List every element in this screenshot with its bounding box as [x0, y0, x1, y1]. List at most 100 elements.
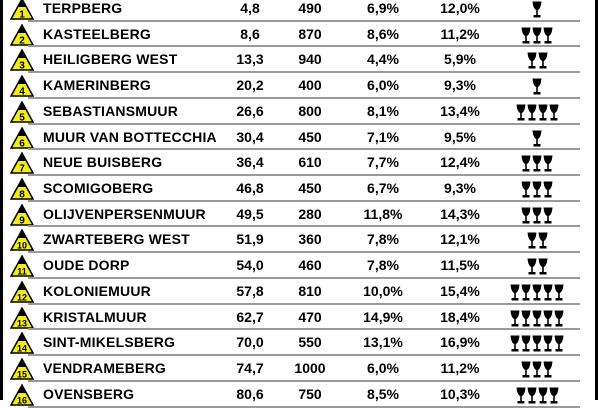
row-divider: [28, 405, 580, 408]
table-row: 7 NEUE BUISBERG 36,4 610 7,7% 12,4%: [0, 150, 600, 177]
climb-max-gradient: 14,3%: [440, 205, 480, 222]
difficulty-rating: [487, 387, 587, 405]
climb-length: 490: [298, 0, 322, 16]
climb-name: KASTEELBERG: [43, 25, 151, 42]
wine-glass-icon: [532, 310, 542, 328]
wine-glass-icon: [532, 181, 542, 199]
mountain-triangle-icon: 11: [10, 255, 34, 277]
right-border: [595, 0, 598, 400]
climb-avg-gradient: 7,1%: [367, 128, 399, 145]
climb-number: 10: [17, 241, 27, 251]
wine-glass-icon: [549, 104, 559, 122]
table-row: 3 HEILIGBERG WEST 13,3 940 4,4% 5,9%: [0, 47, 600, 74]
wine-glass-icon: [543, 335, 553, 353]
climb-length: 800: [298, 102, 322, 119]
mountain-triangle-icon: 10: [10, 229, 34, 252]
row-divider: [28, 122, 580, 125]
left-border: [0, 0, 3, 400]
difficulty-rating: [487, 104, 587, 122]
climb-number: 15: [17, 370, 27, 380]
climb-avg-gradient: 7,8%: [367, 257, 399, 274]
climb-max-gradient: 9,3%: [444, 77, 476, 94]
climb-avg-gradient: 8,5%: [367, 385, 399, 402]
climb-name: VENDRAMEBERG: [43, 360, 166, 377]
climb-max-gradient: 9,5%: [444, 128, 476, 145]
climb-max-gradient: 5,9%: [444, 51, 476, 68]
climb-avg-gradient: 14,9%: [363, 308, 403, 325]
climb-name: KRISTALMUUR: [43, 308, 147, 325]
climb-number: 16: [17, 395, 27, 405]
table-row: 5 SEBASTIANSMUUR 26,6 800 8,1% 13,4%: [0, 99, 600, 125]
climb-length: 450: [298, 128, 322, 145]
climb-km: 4,8: [240, 0, 260, 16]
row-divider: [28, 354, 580, 357]
difficulty-rating: [487, 335, 587, 353]
mountain-triangle-icon: 13: [10, 306, 34, 329]
wine-glass-icon: [527, 52, 537, 70]
wine-glass-icon: [554, 284, 564, 302]
wine-glass-icon: [510, 310, 520, 328]
wine-glass-icon: [532, 27, 542, 45]
table-row: 8 SCOMIGOBERG 46,8 450 6,7% 9,3%: [0, 176, 600, 202]
wine-glass-icon: [510, 335, 520, 353]
climb-name: KOLONIEMUUR: [43, 282, 151, 299]
difficulty-rating: [487, 52, 587, 70]
row-divider: [28, 302, 580, 305]
wine-glass-icon: [521, 155, 531, 173]
mountain-triangle-icon: 1: [10, 0, 34, 20]
climb-km: 8,6: [240, 25, 260, 42]
climb-length: 360: [298, 231, 322, 248]
wine-glass-icon: [527, 258, 537, 276]
climb-max-gradient: 11,5%: [440, 257, 480, 274]
climb-length: 870: [298, 25, 322, 42]
difficulty-rating: [487, 232, 587, 250]
climb-km: 13,3: [236, 51, 264, 68]
difficulty-rating: [487, 155, 587, 173]
mountain-triangle-icon: 4: [10, 75, 34, 97]
row-divider: [28, 379, 580, 382]
climb-name: SCOMIGOBERG: [43, 180, 154, 197]
climb-number: 9: [19, 215, 25, 226]
difficulty-rating: [487, 130, 587, 148]
climb-name: SEBASTIANSMUUR: [43, 102, 179, 119]
wine-glass-icon: [532, 207, 542, 225]
difficulty-rating: [487, 1, 587, 19]
mountain-triangle-icon: 16: [10, 383, 34, 406]
climb-number: 2: [19, 35, 25, 46]
wine-glass-icon: [543, 27, 553, 45]
climb-name: HEILIGBERG WEST: [43, 51, 178, 68]
wine-glass-icon: [521, 181, 531, 199]
wine-glass-icon: [532, 335, 542, 353]
wine-glass-icon: [521, 284, 531, 302]
difficulty-rating: [487, 310, 587, 328]
climb-avg-gradient: 6,0%: [367, 77, 399, 94]
climb-km: 26,6: [236, 102, 264, 119]
mountain-triangle-icon: 5: [10, 100, 34, 123]
row-divider: [28, 19, 580, 22]
climb-max-gradient: 15,4%: [440, 282, 480, 299]
climb-km: 62,7: [236, 308, 264, 325]
wine-glass-icon: [538, 232, 548, 250]
wine-glass-icon: [516, 104, 526, 122]
climb-name: OLIJVENPERSENMUUR: [43, 205, 206, 222]
climb-number: 6: [19, 138, 25, 149]
climb-avg-gradient: 8,6%: [367, 25, 399, 42]
wine-glass-icon: [521, 310, 531, 328]
row-divider: [28, 174, 580, 177]
row-divider: [28, 276, 580, 279]
row-divider: [28, 328, 580, 331]
wine-glass-icon: [554, 335, 564, 353]
climb-name: KAMERINBERG: [43, 77, 151, 94]
wine-glass-icon: [532, 155, 542, 173]
row-divider: [28, 71, 580, 74]
climb-length: 1000: [294, 360, 326, 377]
mountain-triangle-icon: 6: [10, 126, 34, 149]
wine-glass-icon: [521, 335, 531, 353]
table-row: 1 TERPBERG 4,8 490 6,9% 12,0%: [0, 0, 600, 22]
climb-number: 1: [19, 10, 25, 21]
climb-max-gradient: 12,0%: [440, 0, 480, 16]
climb-name: TERPBERG: [43, 0, 123, 16]
wine-glass-icon: [538, 258, 548, 276]
climb-avg-gradient: 6,9%: [367, 0, 399, 16]
climb-km: 51,9: [236, 231, 264, 248]
